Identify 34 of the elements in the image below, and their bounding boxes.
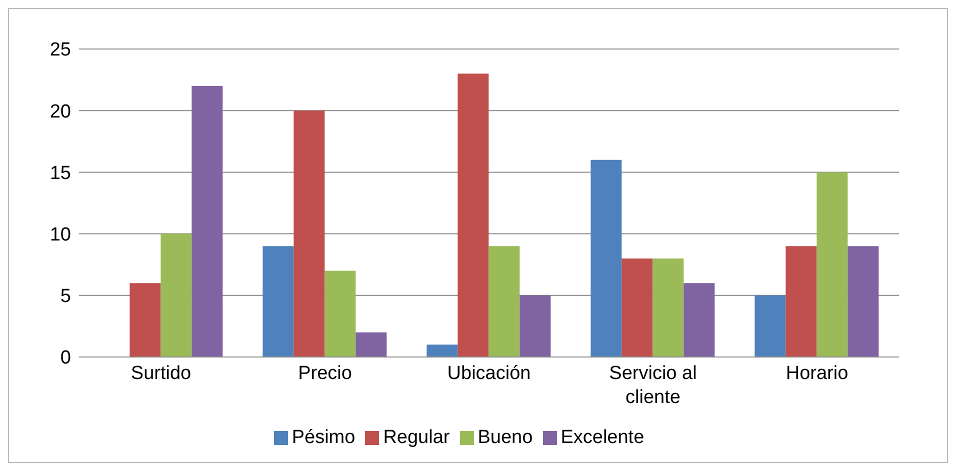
- bar: [262, 246, 294, 357]
- y-tick-label: 25: [50, 40, 71, 61]
- x-tick-label: Horario: [786, 363, 848, 384]
- bar: [356, 332, 387, 357]
- bar: [754, 295, 786, 357]
- bar: [160, 234, 192, 357]
- x-tick-label: Servicio al cliente: [609, 363, 697, 408]
- bar: [192, 86, 223, 357]
- bar: [294, 110, 325, 357]
- legend-label: Regular: [383, 427, 450, 448]
- bar: [458, 74, 489, 357]
- x-tick-label: Surtido: [130, 363, 192, 384]
- y-tick-label: 10: [50, 224, 71, 246]
- legend-label: Excelente: [560, 427, 644, 448]
- bar: [426, 344, 458, 357]
- bar: [786, 246, 817, 357]
- x-tick-label: Ubicación: [447, 363, 531, 384]
- bar: [684, 283, 715, 357]
- bar: [488, 246, 520, 357]
- legend-label: Pésimo: [292, 427, 356, 448]
- bar: [848, 246, 879, 357]
- bar: [816, 172, 848, 357]
- y-tick-label: 0: [60, 348, 71, 369]
- bar: [130, 283, 161, 357]
- bar: [622, 258, 653, 357]
- bar: [590, 160, 622, 357]
- legend-label: Bueno: [478, 427, 533, 448]
- bar: [652, 258, 684, 357]
- x-tick-label: Precio: [298, 363, 352, 384]
- y-tick-label: 15: [50, 162, 71, 184]
- bar: [324, 270, 356, 357]
- y-tick-label: 5: [60, 286, 71, 308]
- bar: [520, 295, 551, 357]
- y-tick-label: 20: [50, 101, 71, 122]
